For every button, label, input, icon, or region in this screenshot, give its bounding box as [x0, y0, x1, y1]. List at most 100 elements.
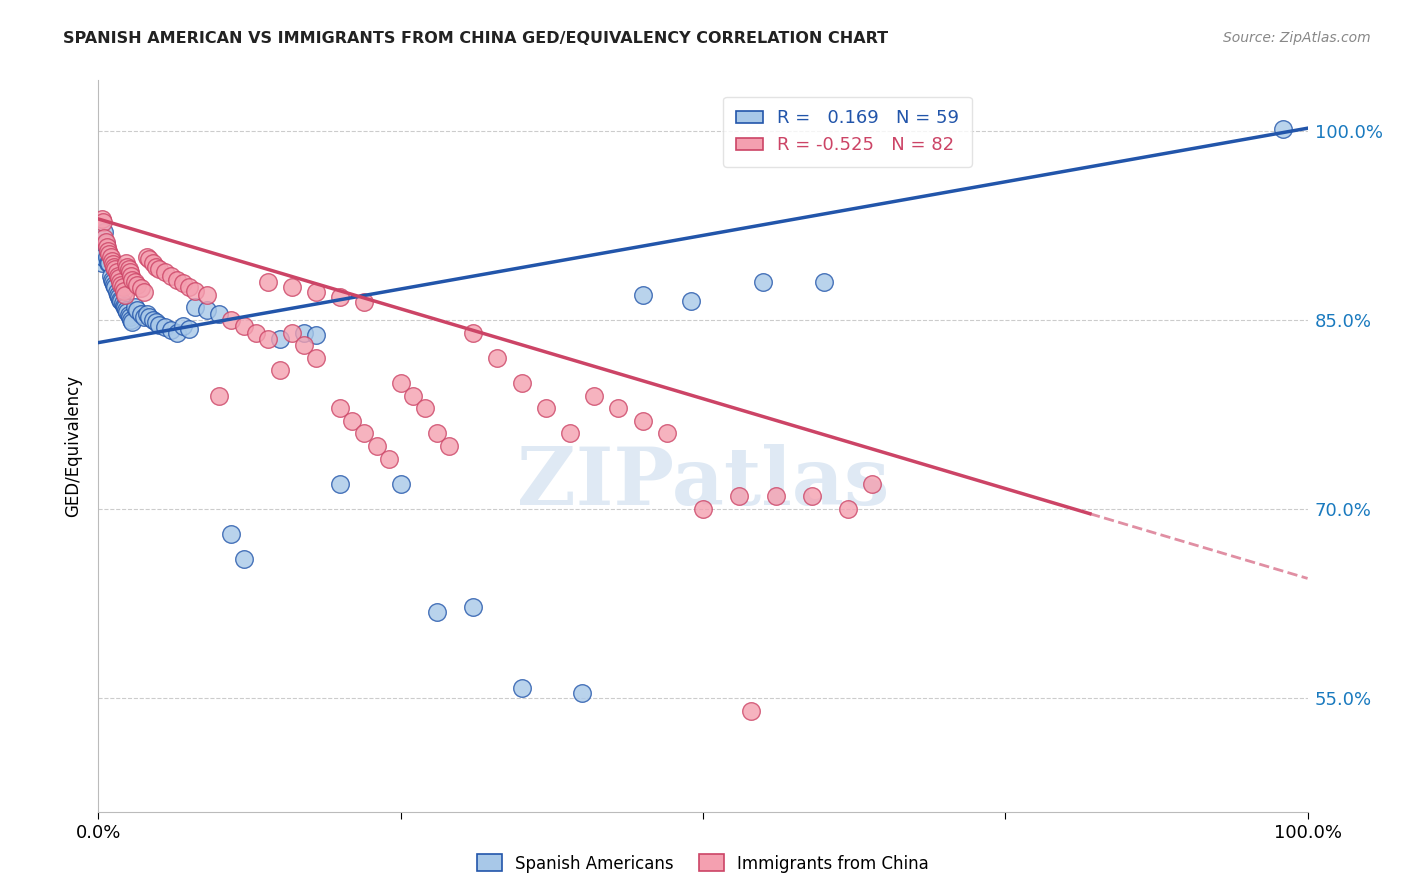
Point — [127, 277, 149, 292]
Point — [377, 451, 399, 466]
Point — [305, 285, 328, 300]
Point — [179, 280, 201, 294]
Point — [208, 307, 231, 321]
Point — [389, 376, 412, 390]
Point — [679, 293, 702, 308]
Point — [124, 300, 146, 314]
Point — [100, 268, 122, 283]
Point — [329, 290, 352, 304]
Point — [195, 287, 218, 301]
Point — [111, 280, 134, 294]
Point — [166, 326, 188, 340]
Point — [104, 262, 127, 277]
Point — [305, 351, 328, 365]
Point — [740, 704, 762, 718]
Point — [112, 299, 135, 313]
Point — [860, 476, 883, 491]
Point — [437, 439, 460, 453]
Point — [583, 388, 606, 402]
Point — [256, 275, 278, 289]
Point — [153, 320, 176, 334]
Point — [765, 490, 787, 504]
Point — [110, 293, 132, 308]
Point — [402, 388, 425, 402]
Point — [1272, 122, 1295, 136]
Point — [117, 305, 139, 319]
Point — [112, 284, 135, 298]
Point — [463, 326, 485, 340]
Point — [108, 275, 131, 289]
Point — [305, 328, 328, 343]
Point — [94, 237, 117, 252]
Point — [353, 295, 375, 310]
Point — [103, 277, 125, 292]
Point — [118, 310, 141, 325]
Point — [108, 271, 131, 285]
Point — [269, 332, 291, 346]
Point — [118, 262, 141, 277]
Point — [813, 275, 835, 289]
Point — [232, 552, 254, 566]
Point — [148, 262, 170, 277]
Point — [245, 326, 267, 340]
Point — [101, 275, 124, 289]
Point — [329, 401, 352, 416]
Point — [121, 315, 143, 329]
Point — [510, 681, 533, 695]
Point — [184, 300, 207, 314]
Text: ZIPatlas: ZIPatlas — [517, 443, 889, 522]
Point — [111, 296, 134, 310]
Point — [100, 253, 122, 268]
Point — [145, 315, 167, 329]
Point — [101, 257, 124, 271]
Legend: Spanish Americans, Immigrants from China: Spanish Americans, Immigrants from China — [471, 847, 935, 880]
Point — [692, 502, 714, 516]
Point — [120, 268, 142, 283]
Point — [108, 290, 131, 304]
Point — [631, 414, 654, 428]
Point — [115, 302, 138, 317]
Point — [292, 338, 315, 352]
Point — [135, 250, 157, 264]
Point — [153, 265, 176, 279]
Point — [426, 606, 449, 620]
Point — [486, 351, 509, 365]
Point — [110, 277, 132, 292]
Point — [655, 426, 678, 441]
Point — [134, 285, 156, 300]
Point — [172, 277, 194, 291]
Point — [221, 313, 243, 327]
Point — [100, 272, 122, 286]
Point — [118, 308, 141, 322]
Point — [91, 256, 114, 270]
Point — [104, 280, 127, 294]
Y-axis label: GED/Equivalency: GED/Equivalency — [65, 375, 83, 517]
Point — [138, 252, 160, 267]
Point — [96, 250, 118, 264]
Point — [98, 256, 121, 270]
Text: SPANISH AMERICAN VS IMMIGRANTS FROM CHINA GED/EQUIVALENCY CORRELATION CHART: SPANISH AMERICAN VS IMMIGRANTS FROM CHIN… — [63, 31, 889, 46]
Point — [160, 323, 183, 337]
Point — [160, 268, 183, 283]
Point — [510, 376, 533, 390]
Point — [172, 319, 194, 334]
Point — [269, 363, 291, 377]
Point — [134, 310, 156, 325]
Point — [463, 600, 485, 615]
Point — [129, 281, 152, 295]
Point — [292, 326, 315, 340]
Point — [752, 275, 775, 289]
Point — [135, 307, 157, 321]
Point — [195, 302, 218, 317]
Point — [114, 300, 136, 314]
Point — [108, 293, 131, 307]
Point — [342, 414, 364, 428]
Point — [534, 401, 557, 416]
Point — [389, 476, 412, 491]
Point — [91, 214, 114, 228]
Point — [571, 686, 593, 700]
Point — [91, 212, 114, 227]
Point — [129, 307, 152, 321]
Point — [208, 388, 231, 402]
Point — [256, 332, 278, 346]
